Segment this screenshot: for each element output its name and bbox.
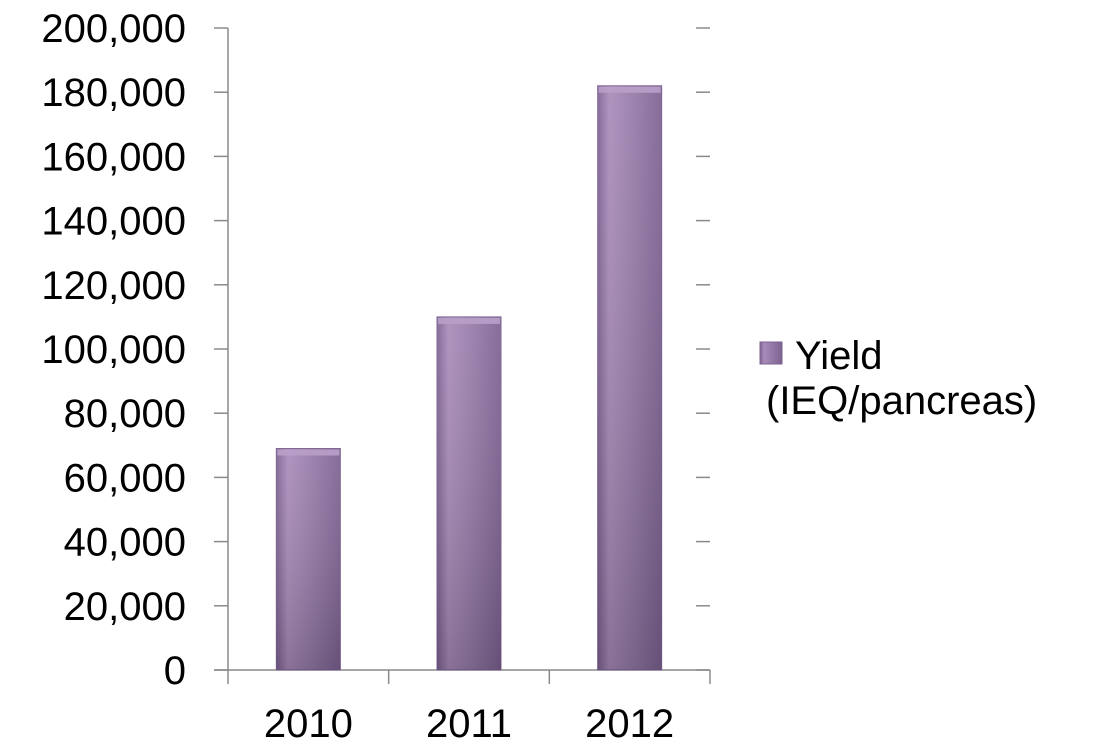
y-tick-label: 40,000 (64, 521, 186, 565)
bar-top-bevel-2011 (438, 317, 500, 324)
legend-label: Yield (795, 334, 882, 378)
legend: Yield(IEQ/pancreas) (759, 334, 1037, 423)
bar-shade-2012 (597, 85, 662, 670)
y-tick-label: 60,000 (64, 456, 186, 500)
y-tick-label: 200,000 (41, 7, 186, 51)
y-tick-label: 80,000 (64, 392, 186, 436)
legend-swatch (759, 341, 783, 365)
x-tick-label: 2010 (264, 702, 353, 743)
x-tick-label: 2012 (585, 702, 674, 743)
legend-label: (IEQ/pancreas) (766, 379, 1037, 423)
y-tick-label: 100,000 (41, 328, 186, 372)
y-tick-label: 20,000 (64, 585, 186, 629)
x-tick-label: 2011 (426, 702, 512, 743)
y-tick-label: 180,000 (41, 71, 186, 115)
bar-shade-2010 (276, 448, 341, 670)
bar-top-bevel-2010 (277, 449, 340, 456)
y-tick-label: 120,000 (41, 264, 186, 308)
tick-labels: 0 20,000 40,000 60,000 80,000 100,000 120,000 1… (41, 7, 674, 746)
y-tick-label: 160,000 (41, 135, 186, 179)
y-tick-label: 0 (164, 649, 186, 693)
bars (275, 85, 663, 671)
bar-top-bevel-2012 (598, 86, 661, 93)
y-tick-label: 140,000 (41, 200, 186, 244)
bar-shade-2011 (437, 316, 501, 670)
